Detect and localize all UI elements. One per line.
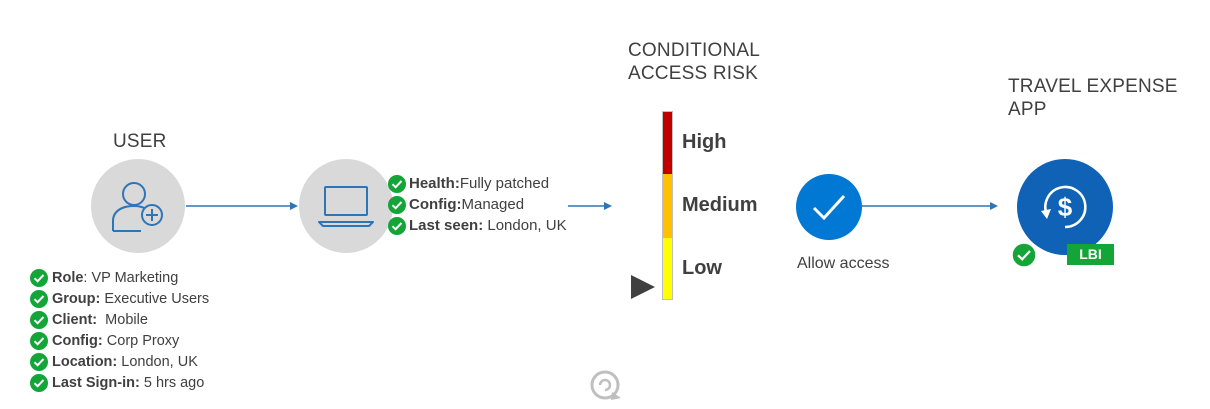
user-attribute-key: Client bbox=[52, 311, 93, 328]
user-attribute-item: Last Sign-in: 5 hrs ago bbox=[30, 372, 209, 393]
replay-icon[interactable] bbox=[587, 366, 625, 409]
user-attribute-key: Role bbox=[52, 269, 84, 286]
device-check-list: Health: Fully patched Config: Managed Last… bbox=[388, 173, 567, 236]
device-check-item: Health: Fully patched bbox=[388, 173, 567, 194]
risk-segment-medium bbox=[663, 174, 672, 238]
risk-pointer-icon bbox=[630, 274, 656, 305]
user-attribute-item: Client: Mobile bbox=[30, 309, 209, 330]
risk-heading-line2: ACCESS RISK bbox=[628, 63, 758, 84]
device-check-key: Config bbox=[409, 196, 457, 213]
device-check-item: Config: Managed bbox=[388, 194, 567, 215]
check-circle-icon bbox=[388, 174, 406, 193]
flow-arrow-user-device bbox=[186, 200, 298, 212]
device-check-item: Last seen: London, UK bbox=[388, 215, 567, 236]
risk-segment-low bbox=[663, 238, 672, 299]
flow-arrow-decision-app bbox=[862, 200, 998, 212]
device-check-value: Fully patched bbox=[459, 175, 550, 192]
user-attribute-key: Config bbox=[52, 332, 98, 349]
risk-level-high: High bbox=[682, 131, 727, 153]
user-heading: USER bbox=[113, 131, 167, 152]
user-attribute-item: Role: VP Marketing bbox=[30, 267, 209, 288]
device-check-key: Last seen bbox=[409, 217, 479, 234]
check-circle-icon bbox=[388, 195, 406, 214]
user-attribute-sep: : bbox=[83, 269, 88, 286]
risk-meter bbox=[662, 111, 673, 300]
app-heading-line1: TRAVEL EXPENSE bbox=[1008, 76, 1178, 97]
user-avatar bbox=[91, 159, 185, 253]
user-attribute-sep: : bbox=[95, 290, 101, 307]
device-check-value: London, UK bbox=[483, 217, 567, 234]
risk-level-medium: Medium bbox=[682, 194, 758, 216]
device-check-key: Health bbox=[409, 175, 455, 192]
user-attribute-value: Corp Proxy bbox=[102, 332, 180, 349]
user-attribute-key: Last Sign-in bbox=[52, 374, 135, 391]
user-attribute-value: 5 hrs ago bbox=[139, 374, 205, 391]
check-circle-icon bbox=[30, 331, 48, 350]
user-attribute-value: VP Marketing bbox=[87, 269, 179, 286]
risk-level-low: Low bbox=[682, 257, 722, 279]
device-check-sep: : bbox=[456, 196, 462, 213]
user-attribute-item: Config: Corp Proxy bbox=[30, 330, 209, 351]
check-circle-icon bbox=[30, 310, 48, 329]
app-heading: TRAVEL EXPENSE APP bbox=[1008, 75, 1178, 121]
allow-access-label: Allow access bbox=[797, 255, 890, 272]
classification-badge: LBI bbox=[1067, 244, 1114, 265]
user-attribute-sep: : bbox=[97, 332, 103, 349]
device-check-sep: : bbox=[478, 217, 484, 234]
user-attribute-key: Location bbox=[52, 353, 113, 370]
check-circle-icon bbox=[30, 289, 48, 308]
check-circle-icon bbox=[388, 216, 406, 235]
user-attribute-key: Group bbox=[52, 290, 96, 307]
risk-heading-line1: CONDITIONAL bbox=[628, 40, 761, 61]
laptop-icon bbox=[318, 186, 374, 227]
user-attribute-sep: : bbox=[134, 374, 140, 391]
user-attribute-value: Mobile bbox=[97, 311, 148, 328]
user-attribute-sep: : bbox=[112, 353, 118, 370]
check-circle-icon bbox=[30, 268, 48, 287]
user-attribute-item: Group: Executive Users bbox=[30, 288, 209, 309]
add-user-icon bbox=[112, 182, 163, 232]
device-check-sep: : bbox=[454, 175, 460, 192]
risk-segment-high bbox=[663, 112, 672, 174]
check-circle-icon bbox=[30, 352, 48, 371]
device-check-value: Managed bbox=[461, 196, 525, 213]
user-attribute-value: Executive Users bbox=[100, 290, 210, 307]
user-attribute-value: London, UK bbox=[117, 353, 198, 370]
user-attribute-list: Role: VP Marketing Group: Executive User… bbox=[30, 267, 209, 393]
allow-access-icon bbox=[796, 174, 862, 245]
user-attribute-sep: : bbox=[92, 311, 98, 328]
device-circle bbox=[299, 159, 393, 253]
risk-heading: CONDITIONAL ACCESS RISK bbox=[628, 39, 760, 85]
flow-arrow-device-risk bbox=[568, 200, 612, 212]
app-heading-line2: APP bbox=[1008, 99, 1047, 120]
app-check-icon bbox=[1011, 242, 1037, 272]
svg-text:$: $ bbox=[1058, 192, 1073, 222]
check-circle-icon bbox=[30, 373, 48, 392]
user-attribute-item: Location: London, UK bbox=[30, 351, 209, 372]
dollar-sync-icon: $ bbox=[1017, 159, 1113, 260]
